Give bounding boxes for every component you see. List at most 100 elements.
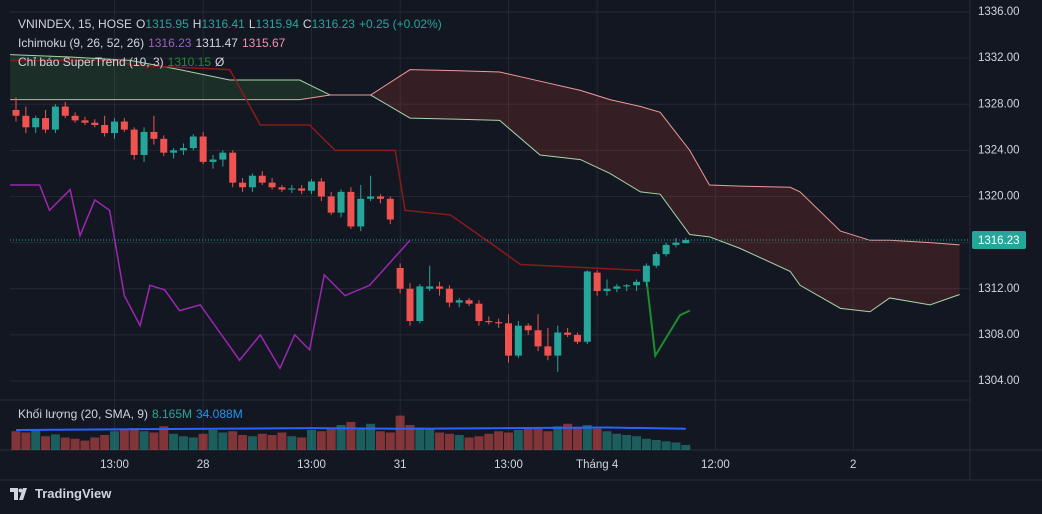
volume-bar bbox=[41, 436, 51, 450]
volume-bar bbox=[277, 432, 287, 450]
x-tick-label: Tháng 4 bbox=[576, 459, 619, 471]
candle-body bbox=[199, 136, 207, 162]
volume-bar bbox=[110, 431, 119, 450]
footer: TradingView bbox=[10, 486, 111, 501]
volume-bar bbox=[425, 428, 435, 450]
label: C bbox=[302, 17, 312, 31]
candle-body bbox=[652, 254, 660, 266]
candle-body bbox=[524, 325, 532, 331]
cloud-fill bbox=[800, 191, 841, 309]
volume-sma bbox=[15, 426, 686, 431]
volume-bar bbox=[494, 431, 504, 450]
cloud-fill bbox=[709, 184, 740, 249]
volume-bar bbox=[356, 427, 366, 450]
volume-bar bbox=[129, 428, 139, 450]
candle-body bbox=[455, 300, 463, 303]
volume-bar bbox=[257, 433, 267, 450]
cloud-fill bbox=[70, 56, 131, 100]
volume-bar bbox=[159, 426, 169, 450]
volume-bar bbox=[326, 428, 336, 450]
cloud-fill bbox=[609, 99, 641, 192]
y-tick-label: 1324.00 bbox=[978, 144, 1020, 156]
candle-body bbox=[534, 330, 542, 347]
candle-body bbox=[209, 159, 217, 162]
cloud-fill bbox=[370, 69, 410, 119]
readout: 1316.23 bbox=[148, 36, 192, 50]
volume-legend: Khối lượng (20, SMA, 9) 8.165M 34.088M bbox=[18, 407, 247, 421]
cloud-fill bbox=[540, 81, 581, 160]
cloud-fill bbox=[299, 80, 331, 100]
volume-bar bbox=[444, 433, 454, 450]
label: H bbox=[192, 17, 202, 31]
volume-bar bbox=[90, 437, 100, 450]
candle-body bbox=[81, 120, 89, 123]
volume-bar bbox=[80, 440, 90, 450]
volume-bar bbox=[149, 432, 159, 450]
price-tag-label: 1316.23 bbox=[978, 235, 1020, 247]
volume-bar bbox=[651, 440, 661, 450]
candle-body bbox=[416, 286, 424, 322]
volume-bar bbox=[11, 431, 21, 450]
candle-body bbox=[22, 115, 30, 128]
candle-body bbox=[367, 196, 375, 199]
candle-body bbox=[662, 244, 670, 255]
volume-bar bbox=[60, 437, 70, 450]
x-tick-label: 12:00 bbox=[701, 459, 730, 471]
cloud-fill bbox=[790, 187, 801, 286]
volume-bar bbox=[208, 430, 218, 450]
value: 1316.23 bbox=[311, 17, 355, 31]
candle-body bbox=[160, 138, 168, 153]
candle-body bbox=[505, 323, 512, 356]
cloud-fill bbox=[930, 242, 960, 305]
y-tick-label: 1336.00 bbox=[978, 6, 1020, 18]
candle-body bbox=[268, 182, 276, 188]
candle-body bbox=[130, 129, 138, 155]
volume-bar bbox=[622, 435, 632, 450]
change: +0.25 (+0.02%) bbox=[358, 17, 442, 31]
candle-body bbox=[573, 334, 581, 342]
cloud-fill bbox=[640, 106, 661, 195]
volume-bar bbox=[513, 430, 523, 450]
readout: 8.165M bbox=[151, 407, 192, 421]
cloud-fill bbox=[229, 80, 300, 100]
candle-body bbox=[170, 150, 178, 153]
candle-body bbox=[376, 196, 384, 199]
candle-body bbox=[347, 191, 355, 227]
candle-body bbox=[396, 267, 404, 289]
readout: 1315.67 bbox=[241, 36, 286, 50]
cloud-fill bbox=[869, 240, 890, 312]
candle-body bbox=[288, 188, 296, 190]
cloud-fill bbox=[689, 150, 710, 237]
y-tick-label: 1328.00 bbox=[978, 98, 1020, 110]
volume-bar bbox=[247, 436, 257, 450]
volume-bar bbox=[169, 433, 179, 450]
volume-bar bbox=[563, 423, 573, 450]
volume-bar bbox=[572, 427, 582, 450]
cloud-fill bbox=[580, 90, 610, 174]
candle-body bbox=[140, 131, 148, 155]
volume-bar bbox=[474, 436, 484, 450]
candle-body bbox=[682, 239, 690, 244]
candle-body bbox=[554, 332, 562, 356]
volume-bar bbox=[612, 433, 622, 450]
candle-body bbox=[426, 286, 434, 289]
x-tick-label: 13:00 bbox=[297, 459, 326, 471]
supertrend bbox=[644, 270, 691, 359]
x-tick-label: 2 bbox=[850, 459, 856, 471]
volume-bar bbox=[395, 415, 405, 450]
candle-body bbox=[229, 152, 237, 183]
candle-body bbox=[91, 122, 99, 125]
x-tick-label: 13:00 bbox=[100, 459, 129, 471]
candle-body bbox=[189, 136, 197, 149]
volume-bar bbox=[464, 437, 474, 450]
value: 1315.95 bbox=[145, 17, 189, 31]
volume-bar bbox=[346, 421, 356, 450]
volume-bar bbox=[641, 438, 651, 450]
candle-body bbox=[642, 265, 650, 282]
volume-bar bbox=[602, 431, 612, 450]
candle-body bbox=[12, 110, 20, 116]
candle-body bbox=[583, 271, 591, 342]
candle-body bbox=[248, 175, 256, 188]
candle-body bbox=[219, 152, 227, 160]
